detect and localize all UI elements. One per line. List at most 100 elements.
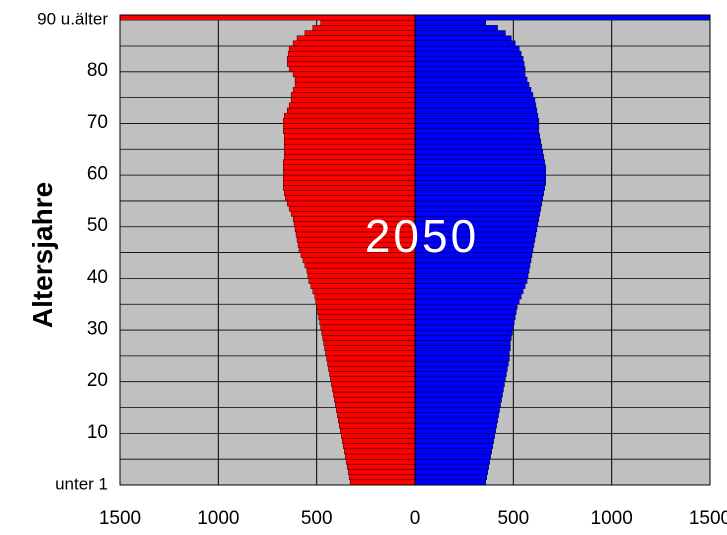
- bar-left-age-6: [344, 448, 416, 455]
- bar-left-age-19: [331, 381, 416, 388]
- bar-right-age-40: [414, 273, 529, 279]
- bar-left-age-86: [296, 35, 416, 42]
- bar-right-age-3: [414, 464, 489, 470]
- bar-right-age-24: [414, 355, 510, 362]
- y-tick-labels: unter 1 10 20 30 40 50 60 70 80 90 u.älter: [37, 10, 108, 494]
- bar-right-age-70: [414, 118, 540, 124]
- bar-left-age-73: [288, 102, 416, 109]
- bar-right-age-58: [414, 180, 546, 186]
- bar-right-age-10: [414, 427, 496, 434]
- bar-left-age-41: [306, 267, 416, 274]
- bar-left-age-20: [330, 376, 416, 382]
- y-tick-label: 50: [87, 215, 108, 236]
- x-tick-labels: 1500 1000 500 0 500 1000 1500: [99, 508, 727, 529]
- bar-left-age-38: [310, 283, 416, 289]
- bar-right-age-13: [414, 412, 499, 419]
- bar-left-age-87: [304, 30, 416, 36]
- bar-right-age-72: [414, 107, 538, 114]
- bar-right-age-34: [414, 304, 518, 310]
- bar-right-age-21: [414, 371, 507, 377]
- bar-left-age-56: [284, 190, 416, 196]
- bar-right-age-41: [414, 267, 530, 274]
- x-tick-label: 1000: [197, 508, 239, 529]
- bar-right-age-17: [414, 391, 503, 398]
- bar-right-age-25: [414, 350, 510, 357]
- bar-right-age-63: [414, 154, 545, 160]
- bar-left-age-90: [119, 14, 416, 21]
- x-tick-label: 1500: [99, 508, 141, 529]
- bar-left-age-89: [320, 19, 416, 26]
- y-tick-label: 40: [87, 267, 108, 288]
- bar-right-age-77: [414, 81, 530, 88]
- bar-left-age-60: [283, 169, 416, 176]
- bar-right-age-85: [414, 40, 516, 47]
- bar-right-age-64: [414, 149, 544, 155]
- bar-right-age-0: [414, 479, 487, 486]
- y-tick-label: 30: [87, 318, 108, 339]
- bar-left-age-33: [317, 309, 416, 315]
- bar-right-age-12: [414, 417, 498, 424]
- bar-left-age-85: [292, 40, 416, 47]
- bar-left-age-10: [340, 427, 416, 434]
- bar-left-age-12: [338, 417, 416, 424]
- bar-left-age-3: [346, 464, 416, 470]
- bar-right-age-55: [414, 195, 544, 202]
- bar-right-age-14: [414, 407, 500, 413]
- y-tick-label: 20: [87, 370, 108, 391]
- bar-right-age-60: [414, 169, 546, 176]
- bar-right-age-16: [414, 396, 502, 403]
- bar-right-age-5: [414, 453, 491, 460]
- bar-right-age-59: [414, 174, 546, 181]
- bar-left-age-80: [288, 66, 416, 73]
- bar-right-age-32: [414, 314, 516, 320]
- bar-left-age-71: [284, 112, 416, 119]
- bar-right-age-29: [414, 329, 513, 336]
- bar-left-age-11: [339, 422, 416, 429]
- bar-right-age-26: [414, 345, 511, 351]
- bar-right-age-71: [414, 112, 539, 119]
- bar-right-age-62: [414, 159, 546, 165]
- bar-left-age-29: [321, 329, 416, 336]
- y-tick-label: 60: [87, 164, 108, 185]
- bar-right-age-87: [414, 30, 506, 36]
- bar-right-age-88: [414, 25, 498, 31]
- bar-left-age-77: [294, 81, 416, 88]
- bar-right-age-82: [414, 56, 524, 62]
- bar-left-age-40: [307, 273, 416, 279]
- bar-right-age-15: [414, 402, 501, 408]
- bar-right-age-19: [414, 381, 505, 388]
- y-tick-label: 70: [87, 112, 108, 133]
- bar-left-age-24: [326, 355, 416, 362]
- x-tick-label: 500: [497, 508, 529, 529]
- bar-left-age-30: [320, 324, 416, 331]
- bar-right-age-6: [414, 448, 492, 455]
- bar-right-age-65: [414, 143, 543, 150]
- bar-left-age-32: [318, 314, 416, 320]
- bar-right-age-23: [414, 360, 509, 367]
- bar-left-age-16: [334, 396, 416, 403]
- y-tick-label: unter 1: [55, 474, 108, 493]
- bar-right-age-68: [414, 128, 540, 134]
- bar-left-age-31: [319, 319, 416, 326]
- bar-left-age-70: [283, 118, 416, 124]
- bar-left-age-26: [324, 345, 416, 351]
- y-tick-label: 90 u.älter: [37, 10, 108, 29]
- bar-left-age-17: [333, 391, 416, 398]
- x-tick-label: 1500: [689, 508, 727, 529]
- bar-right-age-33: [414, 309, 517, 315]
- bar-right-age-78: [414, 76, 528, 83]
- bar-right-age-9: [414, 433, 495, 439]
- bar-left-age-54: [286, 200, 416, 207]
- bar-right-age-18: [414, 386, 504, 393]
- year-watermark: 2050: [365, 210, 479, 262]
- bar-left-age-25: [325, 350, 416, 357]
- bar-right-age-2: [414, 469, 488, 475]
- bar-left-age-1: [348, 474, 416, 481]
- bar-left-age-2: [347, 469, 416, 475]
- bar-left-age-28: [322, 335, 416, 341]
- bar-left-age-8: [342, 438, 416, 444]
- bar-right-age-57: [414, 185, 546, 191]
- x-tick-label: 1000: [591, 508, 633, 529]
